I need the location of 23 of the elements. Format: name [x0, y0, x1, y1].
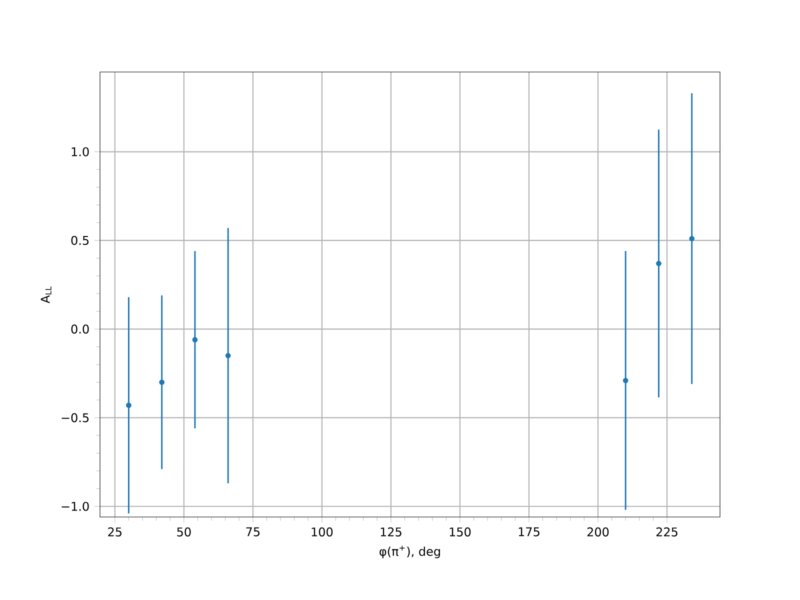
point	[656, 260, 662, 266]
y-tick-label: 0.5	[71, 236, 89, 245]
point	[622, 378, 628, 384]
x-tick-label: 100	[312, 527, 333, 536]
x-tick-label: 50	[177, 527, 191, 536]
y-tick-label: 0.0	[71, 324, 89, 334]
point	[689, 236, 695, 242]
point	[192, 337, 198, 342]
y-tick-label: −0.5	[62, 413, 89, 422]
x-tick-label: 200	[587, 527, 609, 536]
y-tick-label: −1.0	[62, 502, 89, 511]
x-tick-label: 125	[380, 527, 402, 536]
x-tick-label: 175	[518, 527, 540, 536]
x-axis-title: φ(π$^{+}$), deg	[380, 546, 440, 558]
y-axis-title: A$_{LL}$	[40, 286, 52, 304]
x-tick-label: 25	[108, 527, 122, 536]
y-tick-label: 1.0	[72, 147, 89, 156]
point	[225, 352, 231, 358]
x-tick-label: 75	[246, 527, 260, 536]
x-tick-label: 225	[656, 527, 678, 536]
point	[159, 380, 165, 385]
point	[126, 402, 132, 408]
x-tick-label: 150	[450, 527, 471, 536]
